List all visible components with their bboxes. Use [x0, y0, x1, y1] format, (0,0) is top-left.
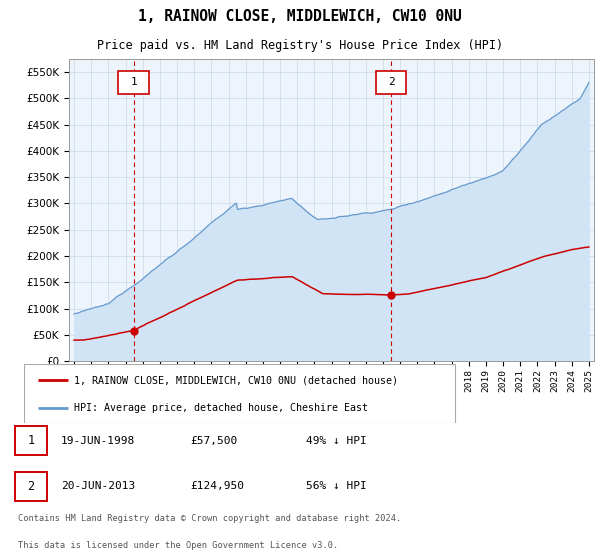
- Text: 1: 1: [27, 434, 34, 447]
- Text: Contains HM Land Registry data © Crown copyright and database right 2024.: Contains HM Land Registry data © Crown c…: [18, 514, 401, 524]
- FancyBboxPatch shape: [15, 426, 47, 455]
- Text: 1, RAINOW CLOSE, MIDDLEWICH, CW10 0NU: 1, RAINOW CLOSE, MIDDLEWICH, CW10 0NU: [138, 9, 462, 24]
- Text: Price paid vs. HM Land Registry's House Price Index (HPI): Price paid vs. HM Land Registry's House …: [97, 39, 503, 53]
- Text: 20-JUN-2013: 20-JUN-2013: [61, 481, 135, 491]
- Text: HPI: Average price, detached house, Cheshire East: HPI: Average price, detached house, Ches…: [74, 403, 368, 413]
- Text: 19-JUN-1998: 19-JUN-1998: [61, 436, 135, 446]
- Text: 56% ↓ HPI: 56% ↓ HPI: [306, 481, 367, 491]
- Text: 49% ↓ HPI: 49% ↓ HPI: [306, 436, 367, 446]
- FancyBboxPatch shape: [15, 472, 47, 501]
- FancyBboxPatch shape: [118, 71, 149, 94]
- Text: This data is licensed under the Open Government Licence v3.0.: This data is licensed under the Open Gov…: [18, 541, 338, 550]
- Text: 2: 2: [27, 479, 34, 493]
- FancyBboxPatch shape: [376, 71, 406, 94]
- Text: £57,500: £57,500: [191, 436, 238, 446]
- Text: 1: 1: [130, 77, 137, 87]
- Text: £124,950: £124,950: [191, 481, 245, 491]
- Text: 1, RAINOW CLOSE, MIDDLEWICH, CW10 0NU (detached house): 1, RAINOW CLOSE, MIDDLEWICH, CW10 0NU (d…: [74, 375, 398, 385]
- Text: 2: 2: [388, 77, 394, 87]
